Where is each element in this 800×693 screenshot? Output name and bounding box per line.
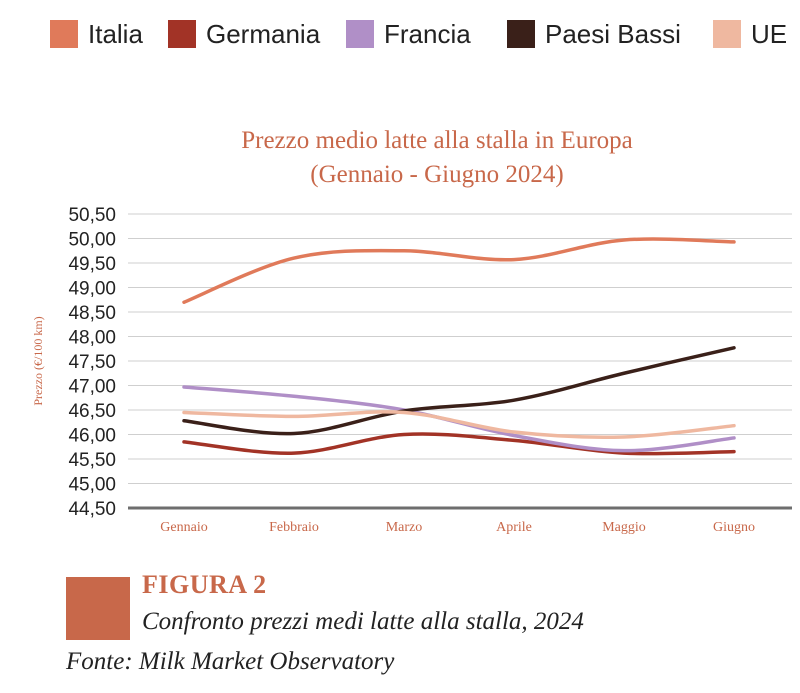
y-tick-label: 49,50	[68, 254, 116, 275]
legend-item-germania: Germania	[168, 18, 320, 50]
figure-caption: Confronto prezzi medi latte alla stalla,…	[142, 608, 584, 635]
x-tick-label: Febbraio	[269, 520, 319, 535]
legend-item-paesi-bassi: Paesi Bassi	[507, 18, 681, 50]
y-axis-label: Prezzo (€/100 km)	[31, 316, 45, 405]
series-line-paesi-bassi	[182, 346, 736, 436]
y-axis-ticks: 44,50 45,00 45,50 46,00 46,50 47,00 47,50 48,00…	[68, 205, 116, 520]
x-tick-label: Aprile	[496, 520, 532, 535]
y-tick-label: 48,00	[68, 328, 116, 349]
figure-label: FIGURA 2	[142, 570, 267, 599]
y-tick-label: 48,50	[68, 303, 116, 324]
legend-item-francia: Francia	[346, 18, 471, 50]
series-line-ue	[182, 410, 736, 439]
legend-label: Germania	[206, 18, 321, 49]
series-line-germania	[182, 432, 736, 456]
legend-swatch-italia	[50, 20, 78, 48]
x-axis-ticks: Gennaio Febbraio Marzo Aprile Maggio Giugno	[160, 520, 755, 535]
y-tick-label: 50,50	[68, 205, 116, 226]
chart-legend: Italia Germania Francia Paesi Bassi UE	[0, 0, 800, 60]
legend-item-italia: Italia	[50, 18, 143, 50]
y-tick-label: 44,50	[68, 499, 116, 520]
y-tick-label: 47,00	[68, 377, 116, 398]
legend-label: UE	[751, 18, 788, 49]
x-tick-label: Gennaio	[160, 520, 207, 535]
legend-swatch-germania	[168, 20, 196, 48]
legend-label: Italia	[88, 18, 143, 49]
y-tick-label: 46,00	[68, 426, 116, 447]
series-line-francia	[182, 385, 736, 453]
x-tick-label: Maggio	[602, 520, 646, 535]
figure-source: Fonte: Milk Market Observatory	[66, 648, 395, 675]
grid-lines	[128, 213, 792, 510]
legend-item-ue: UE	[713, 18, 787, 50]
y-tick-label: 46,50	[68, 401, 116, 422]
line-chart: Prezzo medio latte alla stalla in Europa…	[31, 127, 792, 535]
legend-swatch-francia	[346, 20, 374, 48]
chart-title: Prezzo medio latte alla stalla in Europa	[241, 127, 633, 154]
y-tick-label: 47,50	[68, 352, 116, 373]
series-line-italia	[182, 237, 736, 304]
x-tick-label: Marzo	[386, 520, 423, 535]
figure-marker	[66, 577, 130, 640]
y-tick-label: 50,00	[68, 230, 116, 251]
series-group	[182, 237, 736, 456]
legend-swatch-ue	[713, 20, 741, 48]
y-tick-label: 49,00	[68, 279, 116, 300]
chart-subtitle: (Gennaio - Giugno 2024)	[310, 161, 563, 188]
y-tick-label: 45,50	[68, 450, 116, 471]
legend-label: Francia	[384, 18, 471, 49]
x-tick-label: Giugno	[713, 520, 755, 535]
legend-label: Paesi Bassi	[545, 18, 681, 49]
y-tick-label: 45,00	[68, 475, 116, 496]
legend-swatch-paesi-bassi	[507, 20, 535, 48]
